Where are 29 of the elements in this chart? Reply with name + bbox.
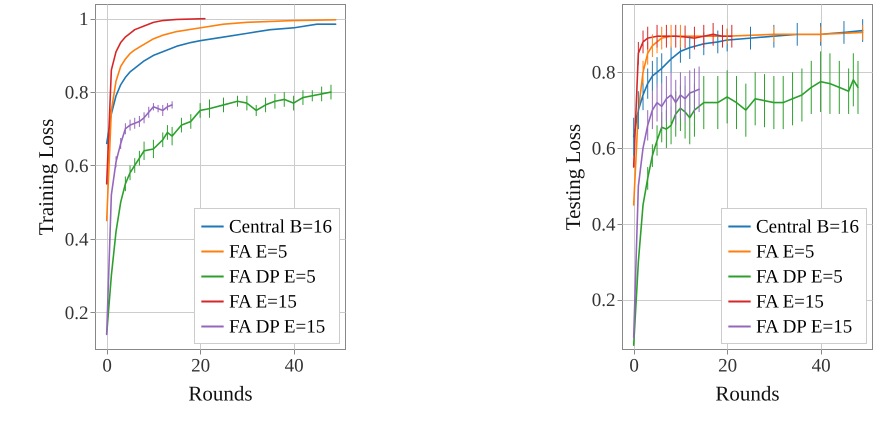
x-axis-title: Rounds (188, 382, 253, 406)
y-axis-title: Testing Loss (560, 124, 585, 230)
legend-label: FA DP E=15 (229, 316, 326, 338)
legend-label: FA DP E=15 (756, 316, 852, 338)
y-tick-label: 0.4 (64, 229, 89, 250)
y-tick-label: 0.6 (592, 138, 616, 160)
y-axis-title: Training Loss (34, 118, 58, 236)
legend-label: FA DP E=5 (229, 266, 316, 288)
x-tick-label: 0 (102, 356, 112, 376)
legend-label: FA DP E=5 (756, 266, 843, 288)
legend-label: FA E=5 (756, 242, 814, 262)
y-tick-label: 1 (79, 9, 88, 30)
x-tick-label: 40 (284, 356, 304, 376)
x-tick-label: 20 (191, 356, 210, 376)
y-tick-label: 0.2 (64, 302, 88, 324)
x-tick-label: 0 (629, 356, 639, 376)
x-axis-title: Rounds (715, 382, 780, 406)
y-tick-label: 0.8 (64, 82, 88, 104)
x-tick-label: 20 (718, 356, 738, 376)
y-tick-label: 0.8 (592, 62, 616, 84)
legend-label: FA E=15 (756, 292, 824, 312)
legend-label: FA E=5 (229, 242, 288, 262)
legend-label: FA E=15 (229, 292, 297, 312)
legend-label: Central B=16 (229, 216, 332, 238)
legend-label: Central B=16 (756, 216, 860, 238)
y-tick-label: 0.2 (592, 290, 616, 312)
x-tick-label: 40 (812, 356, 831, 376)
y-tick-label: 0.4 (592, 214, 616, 236)
y-tick-label: 0.6 (64, 156, 88, 177)
